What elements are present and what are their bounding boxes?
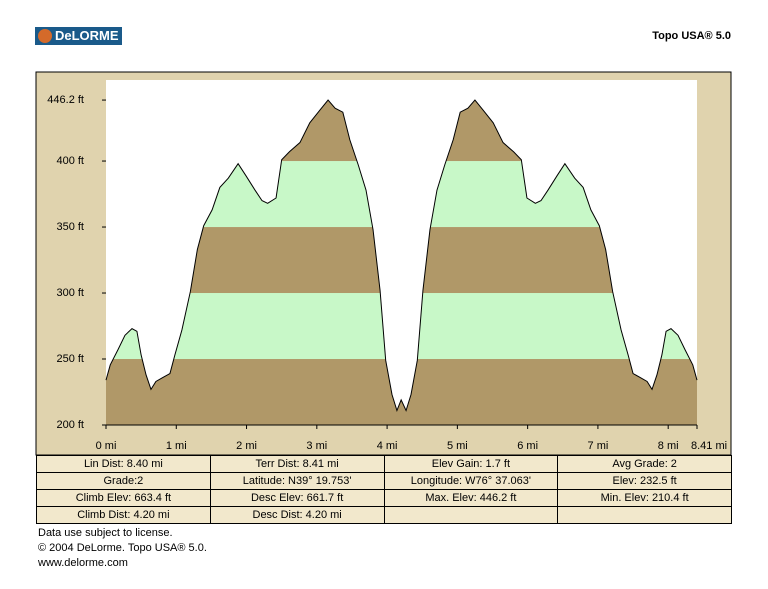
table-row: Climb Dist: 4.20 mi Desc Dist: 4.20 mi (36, 506, 732, 524)
x-tick-label: 8.41 mi (691, 440, 727, 452)
footer-line: © 2004 DeLorme. Topo USA® 5.0. (38, 542, 207, 554)
table-cell (383, 506, 559, 524)
y-tick-label: 250 ft (56, 353, 84, 365)
table-cell: Latitude: N39° 19.753' (209, 472, 385, 490)
x-tick-label: 4 mi (377, 440, 398, 452)
x-tick-label: 1 mi (166, 440, 187, 452)
y-tick-label: 446.2 ft (47, 94, 84, 106)
logo-text: DeLORME (55, 28, 119, 43)
product-name: Topo USA® 5.0 (652, 30, 731, 42)
table-row: Climb Elev: 663.4 ft Desc Elev: 661.7 ft M… (36, 489, 732, 507)
table-cell: Elev: 232.5 ft (557, 472, 732, 490)
logo: DeLORME (35, 27, 122, 45)
x-tick-label: 3 mi (306, 440, 327, 452)
table-cell: Min. Elev: 210.4 ft (557, 489, 732, 507)
x-tick-label: 6 mi (517, 440, 538, 452)
table-cell: Climb Dist: 4.20 mi (36, 506, 211, 524)
table-cell: Desc Dist: 4.20 mi (209, 506, 385, 524)
table-cell (557, 506, 732, 524)
table-cell: Elev Gain: 1.7 ft (383, 455, 559, 473)
y-tick-label: 300 ft (56, 287, 84, 299)
table-cell: Avg Grade: 2 (557, 455, 732, 473)
x-tick-label: 8 mi (658, 440, 679, 452)
chart: 200 ft 250 ft 300 ft 350 ft 400 ft 446.2 ft 0 … (35, 71, 732, 456)
x-tick-label: 0 mi (96, 440, 117, 452)
table-cell: Desc Elev: 661.7 ft (209, 489, 385, 507)
table-cell: Grade:2 (36, 472, 211, 490)
x-tick-label: 5 mi (447, 440, 468, 452)
footer-line: Data use subject to license. (38, 527, 173, 539)
footer-line: www.delorme.com (38, 557, 128, 569)
table-row: Grade:2 Latitude: N39° 19.753' Longitude: … (36, 472, 732, 490)
elevation-line (105, 99, 698, 412)
y-tick-label: 350 ft (56, 221, 84, 233)
stats-table: Lin Dist: 8.40 mi Terr Dist: 8.41 mi Elev … (36, 455, 732, 524)
table-cell: Longitude: W76° 37.063' (383, 472, 559, 490)
logo-globe (38, 29, 52, 43)
table-row: Lin Dist: 8.40 mi Terr Dist: 8.41 mi Elev … (36, 455, 732, 473)
table-cell: Climb Elev: 663.4 ft (36, 489, 211, 507)
table-cell: Terr Dist: 8.41 mi (209, 455, 385, 473)
y-tick-label: 200 ft (56, 419, 84, 431)
x-tick-label: 7 mi (588, 440, 609, 452)
table-cell: Max. Elev: 446.2 ft (383, 489, 559, 507)
y-tick-label: 400 ft (56, 155, 84, 167)
table-cell: Lin Dist: 8.40 mi (36, 455, 211, 473)
x-tick-label: 2 mi (236, 440, 257, 452)
